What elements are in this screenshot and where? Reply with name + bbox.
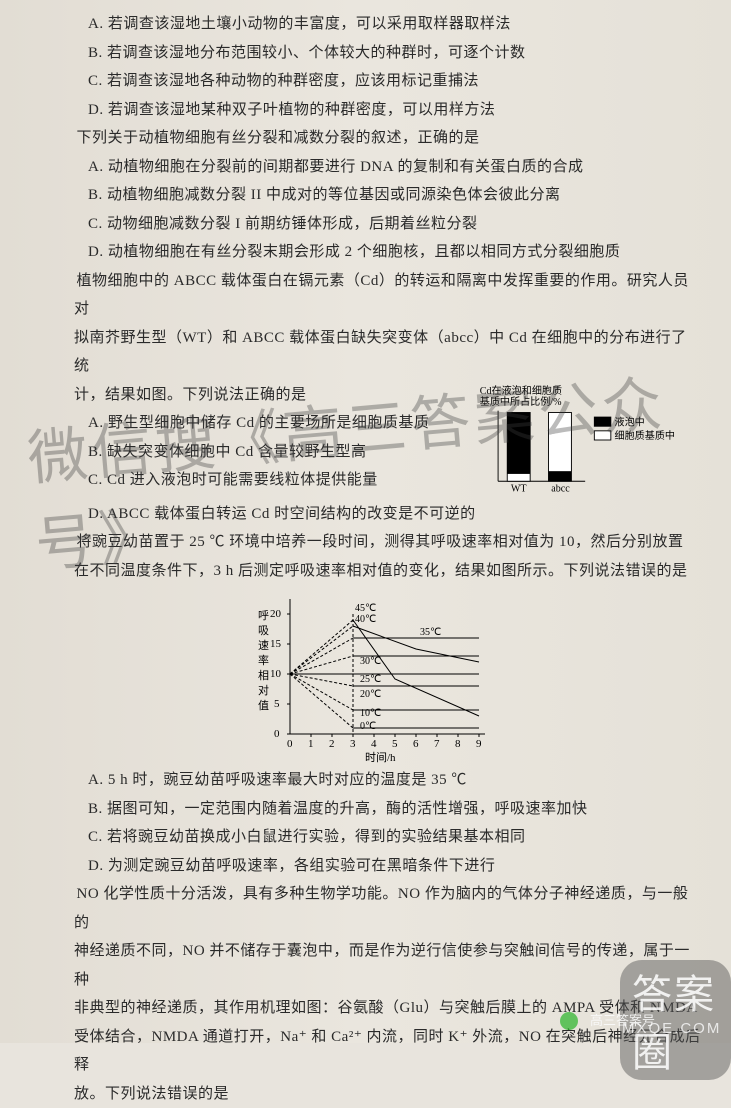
svg-text:吸: 吸 (258, 625, 269, 637)
q8-stem-line2: 神经递质不同，NO 并不储存于囊泡中，而是作为逆行信使参与突触间信号的传递，属于… (60, 937, 701, 994)
q6-chart-title1: Cd在液泡和细胞质 (480, 385, 562, 397)
svg-text:率: 率 (258, 653, 269, 667)
q6-legend-vacuole: 液泡中 (615, 415, 645, 428)
q8-stem-line1: 8. NO 化学性质十分活泼，具有多种生物学功能。NO 作为脑内的气体分子神经递… (74, 880, 701, 937)
q7-line-chart: 呼 吸 速 率 相 对 值 0 5 10 15 20 0 1 2 3 4 5 6… (250, 589, 510, 764)
svg-text:6: 6 (413, 738, 419, 750)
svg-text:20: 20 (270, 608, 282, 620)
q6-option-b: B. 缺失突变体细胞中 Cd 含量较野生型高 (60, 438, 461, 467)
svg-text:45℃: 45℃ (355, 603, 376, 614)
svg-text:0℃: 0℃ (360, 721, 376, 732)
q6-xlabel-abcc: abcc (551, 483, 570, 494)
svg-text:15: 15 (270, 638, 282, 650)
q7-stem-line2: 在不同温度条件下，3 h 后测定呼吸速率相对值的变化，结果如图所示。下列说法错误… (60, 557, 701, 586)
svg-text:5: 5 (392, 738, 398, 750)
q6-stem-line3: 计，结果如图。下列说法正确的是 (60, 381, 461, 410)
q8-stem-line5: 放。下列说法错误的是 (60, 1080, 701, 1108)
q5-option-a: A. 动植物细胞在分裂前的间期都要进行 DNA 的复制和有关蛋白质的合成 (60, 153, 701, 182)
q7-option-c: C. 若将豌豆幼苗换成小白鼠进行实验，得到的实验结果基本相同 (60, 823, 701, 852)
q5-stem: 5. 下列关于动植物细胞有丝分裂和减数分裂的叙述，正确的是 (74, 124, 701, 153)
svg-text:7: 7 (434, 738, 440, 750)
q6-stem-line1: 6. 植物细胞中的 ABCC 载体蛋白在镉元素（Cd）的转运和隔离中发挥重要的作… (74, 267, 701, 324)
q8-stem-line4: 受体结合，NMDA 通道打开，Na⁺ 和 Ca²⁺ 内流，同时 K⁺ 外流，NO… (60, 1023, 701, 1080)
svg-text:35℃: 35℃ (420, 627, 441, 638)
q6-bar-chart: Cd在液泡和细胞质 基质中所占比例/% WT abcc 液泡中 细胞质基质中 (461, 381, 701, 500)
svg-text:1: 1 (308, 738, 314, 750)
q5-option-b: B. 动植物细胞减数分裂 II 中成对的等位基因或同源染色体会彼此分离 (60, 181, 701, 210)
svg-text:10℃: 10℃ (360, 708, 381, 719)
svg-text:0: 0 (287, 738, 293, 750)
q4-option-b: B. 若调查该湿地分布范围较小、个体较大的种群时，可逐个计数 (60, 39, 701, 68)
svg-text:5: 5 (274, 698, 280, 710)
svg-text:值: 值 (258, 699, 269, 712)
svg-text:相: 相 (258, 669, 269, 682)
svg-text:对: 对 (258, 683, 269, 697)
q7-xlabel: 时间/h (365, 751, 396, 764)
q4-option-a: A. 若调查该湿地土壤小动物的丰富度，可以采用取样器取样法 (60, 10, 701, 39)
svg-text:4: 4 (371, 738, 377, 750)
q6-legend-cytoplasm: 细胞质基质中 (615, 429, 675, 442)
svg-text:8: 8 (455, 738, 461, 750)
q7-option-b: B. 据图可知，一定范围内随着温度的升高，酶的活性增强，呼吸速率加快 (60, 795, 701, 824)
q6-option-d: D. ABCC 载体蛋白转运 Cd 时空间结构的改变是不可逆的 (60, 500, 701, 529)
q6-stem-line2: 拟南芥野生型（WT）和 ABCC 载体蛋白缺失突变体（abcc）中 Cd 在细胞… (60, 324, 701, 381)
q4-option-c: C. 若调查该湿地各种动物的种群密度，应该用标记重捕法 (60, 67, 701, 96)
q5-option-d: D. 动植物细胞在有丝分裂末期会形成 2 个细胞核，且都以相同方式分裂细胞质 (60, 238, 701, 267)
svg-text:0: 0 (274, 728, 280, 740)
q6-option-c: C. Cd 进入液泡时可能需要线粒体提供能量 (60, 466, 461, 495)
svg-text:40℃: 40℃ (355, 614, 376, 625)
svg-text:20℃: 20℃ (360, 689, 381, 700)
q7-option-d: D. 为测定豌豆幼苗呼吸速率，各组实验可在黑暗条件下进行 (60, 852, 701, 881)
svg-text:9: 9 (476, 738, 482, 750)
q7-option-a: A. 5 h 时，豌豆幼苗呼吸速率最大时对应的温度是 35 ℃ (60, 766, 701, 795)
q6-option-a: A. 野生型细胞中储存 Cd 的主要场所是细胞质基质 (60, 409, 461, 438)
svg-text:呼: 呼 (258, 609, 269, 622)
svg-text:2: 2 (329, 738, 335, 750)
exam-page: A. 若调查该湿地土壤小动物的丰富度，可以采用取样器取样法 B. 若调查该湿地分… (0, 0, 731, 1043)
q4-option-d: D. 若调查该湿地某种双子叶植物的种群密度，可以用样方法 (60, 96, 701, 125)
svg-text:10: 10 (270, 668, 282, 680)
q7-stem-line1: 7. 将豌豆幼苗置于 25 ℃ 环境中培养一段时间，测得其呼吸速率相对值为 10… (74, 528, 701, 557)
q6-chart-title2: 基质中所占比例/% (480, 395, 562, 408)
q5-option-c: C. 动物细胞减数分裂 I 前期纺锤体形成，后期着丝粒分裂 (60, 210, 701, 239)
svg-text:速: 速 (258, 639, 269, 652)
svg-text:3: 3 (350, 738, 356, 750)
q8-stem-line3: 非典型的神经递质，其作用机理如图：谷氨酸（Glu）与突触后膜上的 AMPA 受体… (60, 994, 701, 1023)
q6-xlabel-wt: WT (511, 483, 527, 494)
svg-text:30℃: 30℃ (360, 656, 381, 667)
svg-text:25℃: 25℃ (360, 674, 381, 685)
